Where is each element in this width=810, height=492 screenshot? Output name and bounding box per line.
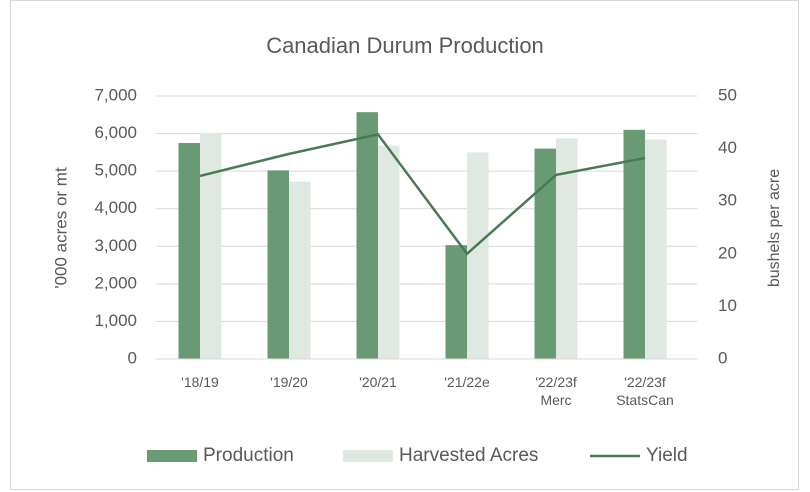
bar — [645, 139, 667, 359]
x-tick-label: '21/22e — [444, 374, 490, 390]
y2-tick-label: 50 — [718, 85, 737, 104]
bar — [445, 245, 467, 359]
chart-title: Canadian Durum Production — [266, 33, 544, 58]
bar — [289, 181, 311, 359]
y-tick-label: 0 — [128, 348, 137, 367]
y2-tick-label: 0 — [718, 348, 727, 367]
y2-tick-label: 30 — [718, 191, 737, 210]
y-tick-label: 7,000 — [94, 85, 137, 104]
bar — [356, 112, 378, 359]
legend-label: Harvested Acres — [399, 445, 538, 466]
bar — [378, 145, 400, 359]
bar — [267, 170, 289, 359]
legend-label: Production — [203, 445, 294, 466]
y-tick-label: 3,000 — [94, 236, 137, 255]
y2-tick-label: 20 — [718, 243, 737, 262]
y-tick-label: 6,000 — [94, 123, 137, 142]
x-tick-label: '22/23f Merc — [535, 374, 577, 408]
bar — [178, 142, 200, 359]
bar — [200, 132, 222, 359]
y-axis-label: '000 acres or mt — [51, 167, 70, 289]
y-tick-label: 4,000 — [94, 198, 137, 217]
bar — [556, 138, 578, 359]
x-tick-label: '22/23f StatsCan — [616, 374, 674, 408]
y2-axis-label: bushels per acre — [766, 169, 783, 287]
legend-swatch — [147, 450, 197, 462]
y2-tick-label: 10 — [718, 296, 737, 315]
x-tick-label: '20/21 — [359, 374, 397, 390]
line — [199, 133, 646, 256]
bar — [467, 152, 489, 359]
chart-border — [10, 0, 799, 490]
legend-label: Yield — [646, 445, 688, 466]
y-tick-label: 2,000 — [94, 273, 137, 292]
y-tick-label: 5,000 — [94, 161, 137, 180]
y-tick-label: 1,000 — [94, 311, 137, 330]
legend-swatch — [343, 450, 393, 462]
y2-tick-label: 40 — [718, 138, 737, 157]
x-tick-label: '19/20 — [270, 374, 308, 390]
x-tick-label: '18/19 — [181, 374, 219, 390]
bar — [623, 129, 645, 359]
bar — [534, 148, 556, 359]
